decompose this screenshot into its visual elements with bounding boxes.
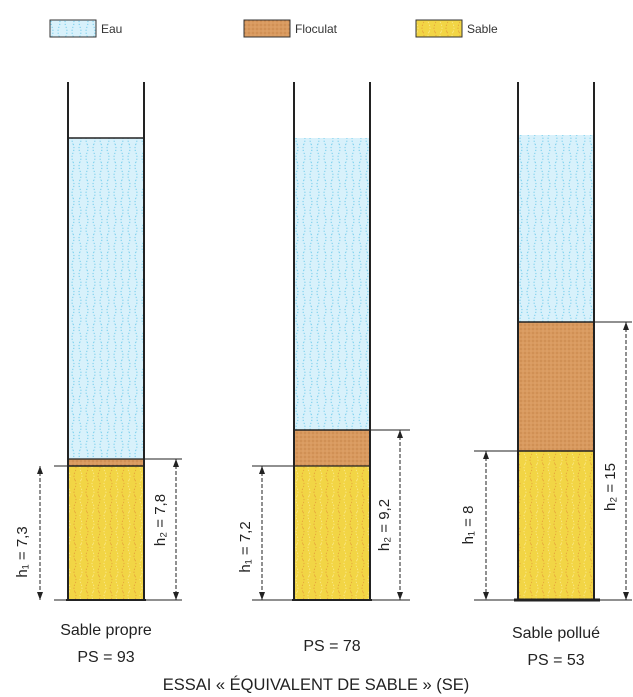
floculat-layer — [518, 322, 594, 451]
legend: Eau Floculat Sable — [49, 19, 498, 38]
h2-dimension: h₂ = 15 — [590, 321, 632, 601]
legend-swatch-floculat — [243, 19, 291, 38]
h2-label: h₂ = 9,2 — [376, 499, 393, 551]
sand-layer — [518, 451, 594, 600]
water-layer — [294, 138, 370, 430]
water-layer — [518, 135, 594, 322]
h2-label: h₂ = 15 — [602, 463, 619, 511]
tube-propre: h₁ = 7,3 h₂ = 7,8 Sable propre PS = 93 — [14, 82, 182, 666]
floculat-layer — [294, 430, 370, 466]
h1-dimension: h₁ = 7,3 — [14, 465, 74, 601]
h1-label: h₁ = 8 — [460, 506, 477, 545]
legend-label-sable: Sable — [467, 22, 498, 36]
h1-dimension: h₁ = 8 — [460, 450, 524, 601]
floculat-layer — [68, 459, 144, 466]
tube-label: Sable propre — [60, 622, 152, 639]
legend-swatch-sable — [415, 19, 463, 38]
legend-label-eau: Eau — [101, 22, 122, 36]
water-layer — [68, 138, 144, 459]
legend-label-floculat: Floculat — [295, 22, 338, 36]
legend-item-floculat: Floculat — [243, 19, 338, 38]
tube-label: Sable pollué — [512, 625, 600, 642]
legend-swatch-eau — [49, 19, 97, 38]
tube-moyen: h₁ = 7,2 h₂ = 9,2 PS = 78 — [237, 82, 410, 655]
h1-label: h₁ = 7,2 — [237, 521, 254, 572]
h1-label: h₁ = 7,3 — [14, 526, 31, 577]
ps-value: PS = 78 — [303, 638, 360, 655]
h2-dimension: h₂ = 9,2 — [366, 429, 410, 601]
legend-item-eau: Eau — [49, 19, 122, 38]
tube-pollue: h₁ = 8 h₂ = 15 Sable pollué PS = 53 — [460, 82, 632, 669]
legend-item-sable: Sable — [415, 19, 498, 38]
sand-layer — [294, 466, 370, 600]
ps-value: PS = 93 — [77, 649, 134, 666]
figure-title: ESSAI « ÉQUIVALENT DE SABLE » (SE) — [163, 675, 470, 694]
ps-value: PS = 53 — [527, 652, 584, 669]
h2-label: h₂ = 7,8 — [152, 494, 169, 546]
h2-dimension: h₂ = 7,8 — [140, 458, 182, 601]
h1-dimension: h₁ = 7,2 — [237, 465, 300, 601]
sand-layer — [68, 466, 144, 600]
